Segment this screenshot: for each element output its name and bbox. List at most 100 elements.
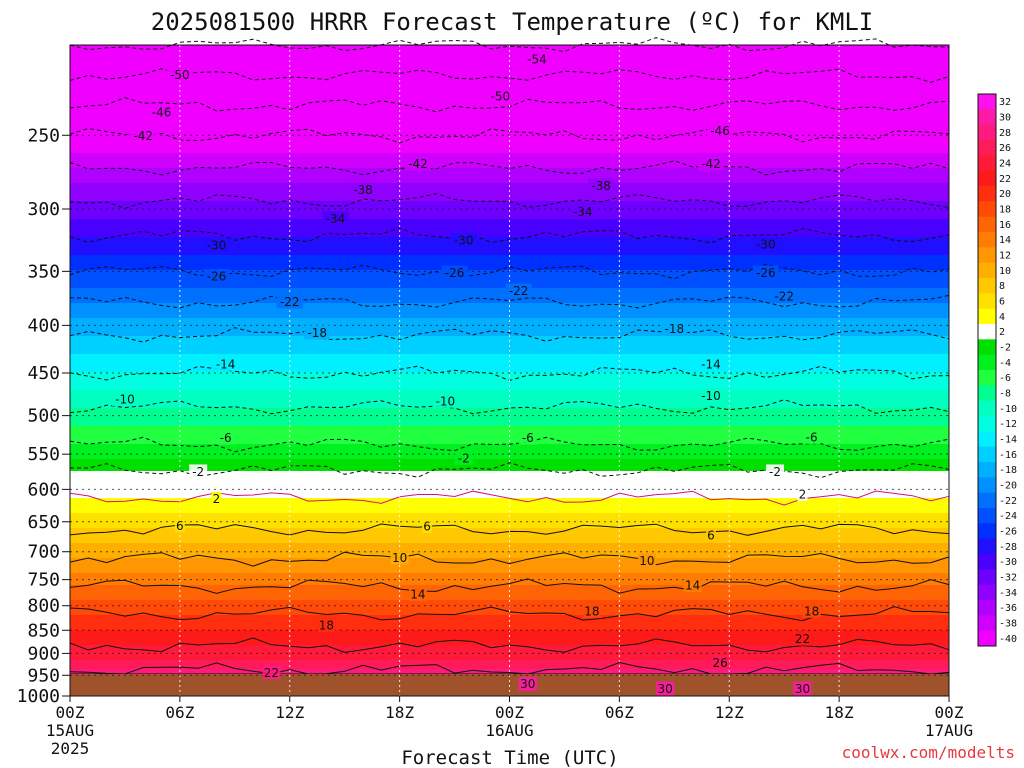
x-tick-year: 2025 [51,739,90,758]
colorbar-label: 4 [999,312,1005,323]
credit-link[interactable]: coolwx.com/modelts [842,743,1015,762]
contour-label: -22 [774,290,794,304]
colorbar-swatch [978,508,996,524]
colorbar-swatch [978,170,996,187]
temperature-band [70,336,949,340]
temperature-band [70,471,949,475]
contour-label: -14 [701,357,721,371]
colorbar-label: 18 [999,205,1011,216]
temperature-band [70,642,949,646]
temperature-band [70,366,949,370]
temperature-band [70,612,949,616]
contour-label-bg [582,603,601,618]
colorbar-swatch [978,293,996,310]
y-tick-label: 300 [27,199,60,220]
y-axis: 2503003504004505005506006507007508008509… [17,125,70,707]
temperature-band [70,558,949,562]
temperature-band [70,516,949,520]
contour-label: -46 [152,105,172,119]
contour-label: -42 [701,157,721,171]
y-tick-label: 800 [27,596,60,617]
contour-label: -10 [115,393,135,407]
temperature-band [70,591,949,595]
contour-label: -54 [527,52,547,66]
isotherm-line [69,551,950,567]
contour-label-bg [148,104,175,119]
temperature-band [70,267,949,271]
temperature-band [70,138,949,142]
contour-label-bg [203,238,230,253]
temperature-band [70,132,949,136]
colorbar-label: -2 [999,343,1011,354]
temperature-band [70,327,949,331]
contour-label-bg [505,283,532,298]
isotherm-line [69,160,950,176]
temperature-band [70,102,949,106]
temperature-band [70,261,949,265]
temperature-band [70,48,949,52]
temperature-band [70,147,949,151]
temperature-band [70,501,949,505]
temperature-band [70,663,949,667]
temperature-band [70,378,949,382]
temperature-band [70,651,949,655]
temperature-band [70,621,949,625]
colorbar-swatch [978,262,996,279]
contour-label-bg [322,211,349,226]
contour-label-bg [705,528,716,543]
contour-label-bg [766,464,785,479]
colorbar-swatch [978,308,996,325]
temperature-band [70,438,949,442]
contour-label-bg [771,289,798,304]
temperature-band [70,543,949,547]
contour-label: -42 [133,129,153,143]
colorbar-label: 24 [999,159,1011,170]
temperature-band [70,168,949,172]
temperature-band [70,213,949,217]
temperature-band [70,597,949,601]
colorbar-label: -4 [999,358,1011,369]
colorbar-swatch [978,492,996,509]
contour-label-bg [350,182,376,197]
x-tick-label: 00Z [495,703,524,722]
colorbar-label: -40 [999,634,1017,645]
temperature-band [70,423,949,427]
x-tick-label: 18Z [825,703,854,722]
contour-label: 6 [176,519,184,533]
temperature-band [70,303,949,307]
temperature-band [70,297,949,301]
colorbar-label: -38 [999,619,1017,630]
contour-label-bg [111,392,138,407]
contour-label: -38 [353,183,373,197]
contour-label-bg [683,577,702,592]
temperature-band [70,231,949,235]
isotherm-line [69,294,950,309]
contour-label-bg [216,430,235,445]
temperature-band [70,552,949,556]
temperature-band [70,483,949,487]
x-tick-label: 00Z [935,703,964,722]
contour-label: 30 [658,682,673,696]
colorbar-swatch [978,584,996,601]
temperature-band [70,171,949,175]
contour-label: -42 [408,157,428,171]
contour-label-bg [441,265,468,280]
isotherm-line [69,227,950,244]
temperature-band [70,606,949,610]
contour-label: -46 [710,124,730,138]
temperature-band [70,468,949,472]
colorbar-label: -24 [999,511,1017,522]
contour-label: 18 [804,604,819,618]
colorbar-label: 16 [999,220,1011,231]
contour-label-bg [697,156,724,171]
temperature-band [70,576,949,580]
isotherm-line [69,399,950,415]
colorbar-swatch [978,124,996,141]
x-tick-date: 15AUG [46,721,94,740]
contour-label: -10 [436,394,456,408]
y-tick-label: 900 [27,643,60,664]
colorbar-label: 10 [999,266,1011,277]
contour-label: 22 [264,666,279,680]
contour-label-bg [174,518,185,533]
